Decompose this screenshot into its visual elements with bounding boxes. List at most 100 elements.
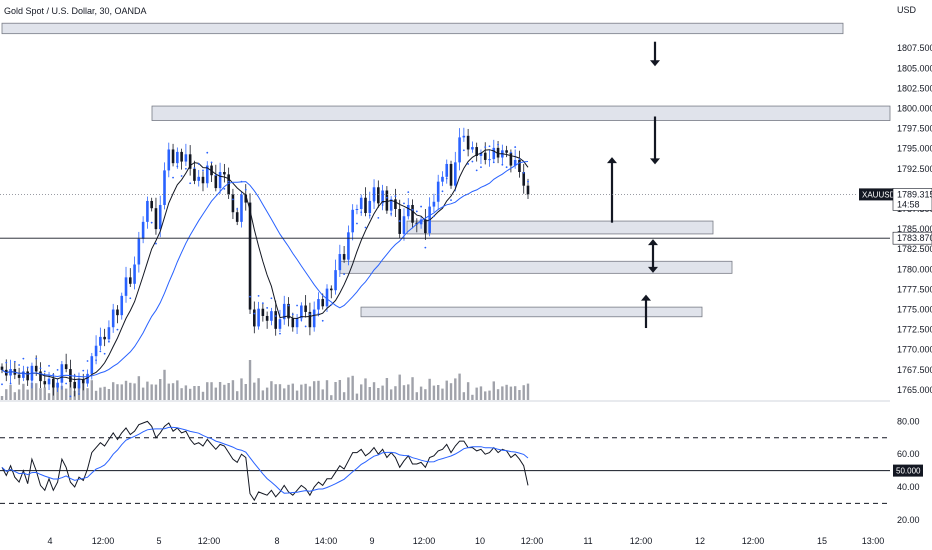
sar-dot xyxy=(484,146,487,148)
sar-dot xyxy=(428,220,431,222)
volume-bar xyxy=(116,384,119,400)
sar-dot xyxy=(373,200,375,203)
candle-body xyxy=(86,373,89,384)
sar-dot xyxy=(309,313,311,316)
sar-dot xyxy=(313,323,316,325)
candle-body xyxy=(291,318,295,328)
volume-bar xyxy=(159,379,162,400)
volume-bar xyxy=(236,391,239,400)
candle-body xyxy=(334,270,337,291)
time-tick-label: 11 xyxy=(583,536,592,546)
sar-dot xyxy=(227,180,230,183)
candle-body xyxy=(171,149,175,164)
volume-bar xyxy=(171,383,175,400)
volume-bar xyxy=(248,360,252,400)
volume-bar xyxy=(347,377,350,400)
volume-bar xyxy=(111,382,115,400)
volume-bar xyxy=(13,392,17,400)
time-tick-label: 12:00 xyxy=(413,536,436,546)
candle-body xyxy=(458,137,461,163)
time-tick-label: 4 xyxy=(47,536,52,546)
volume-bar xyxy=(30,382,34,400)
sar-dot xyxy=(394,195,397,198)
volume-bar xyxy=(69,380,72,400)
sar-dot xyxy=(5,361,8,364)
time-tick-label: 13:00 xyxy=(862,536,885,546)
sar-dot xyxy=(326,302,328,304)
arrow-head xyxy=(650,60,660,67)
volume-bar xyxy=(193,386,196,400)
countdown-label: 14:58 xyxy=(897,199,920,209)
candle-body xyxy=(261,308,265,316)
volume-bar xyxy=(0,396,4,400)
candle-body xyxy=(201,176,205,184)
candle-body xyxy=(240,194,243,222)
candle-body xyxy=(381,190,384,204)
volume-bar xyxy=(424,389,427,400)
candle-body xyxy=(492,147,496,160)
volume-bar xyxy=(466,382,470,400)
volume-bar xyxy=(441,388,444,400)
volume-bar xyxy=(389,389,393,400)
sar-dot xyxy=(219,185,221,188)
time-tick-label: 9 xyxy=(369,536,374,546)
volume-bar xyxy=(522,385,525,400)
sar-dot xyxy=(180,175,183,177)
candle-body xyxy=(163,170,166,205)
volume-bar xyxy=(283,388,286,400)
sar-dot xyxy=(108,340,110,343)
price-tick-label: 1802.500 xyxy=(897,83,932,93)
price-tick-label: 1777.500 xyxy=(897,284,932,294)
candle-body xyxy=(205,165,209,184)
sar-dot xyxy=(167,163,170,165)
sar-dot xyxy=(137,252,140,255)
sar-dot xyxy=(202,169,204,172)
sar-dot xyxy=(475,169,478,172)
sar-dot xyxy=(129,297,132,300)
volume-bar xyxy=(47,393,51,400)
volume-bar xyxy=(321,389,324,400)
volume-bar xyxy=(218,382,222,400)
sar-dot xyxy=(249,295,251,298)
candle-body xyxy=(355,209,359,210)
volume-bar xyxy=(394,386,397,400)
sar-dot xyxy=(236,208,239,210)
candlesticks[interactable] xyxy=(0,127,530,397)
candle-body xyxy=(73,381,76,389)
time-tick-label: 8 xyxy=(274,536,279,546)
time-tick-label: 10 xyxy=(475,536,485,546)
candle-body xyxy=(150,200,153,209)
sar-dot xyxy=(390,212,393,215)
candle-body xyxy=(282,303,286,320)
volume-bar xyxy=(176,380,179,400)
sar-dot xyxy=(279,332,281,335)
sar-dot xyxy=(270,297,273,300)
sar-dot xyxy=(480,166,482,169)
sar-dot xyxy=(330,303,333,306)
volume-bar xyxy=(214,387,218,400)
sar-dot xyxy=(471,160,474,163)
sar-dot xyxy=(13,360,16,363)
sar-dot xyxy=(522,171,525,174)
volume-bar xyxy=(398,374,401,400)
candle-body xyxy=(441,176,444,182)
price-tick-label: 1800.000 xyxy=(897,103,932,113)
candle-body xyxy=(385,190,389,211)
candle-body xyxy=(43,381,47,385)
sar-dot xyxy=(351,223,354,226)
sar-dot xyxy=(377,216,380,219)
sar-dot xyxy=(184,167,187,170)
volume-bar xyxy=(312,381,316,400)
sar-dot xyxy=(197,163,200,165)
candle-body xyxy=(300,305,303,319)
volume-bar xyxy=(432,385,436,400)
volume-bar xyxy=(180,388,183,400)
chart-title: Gold Spot / U.S. Dollar, 30, OANDA xyxy=(4,6,147,16)
volume-bar xyxy=(86,388,89,400)
time-tick-label: 14:00 xyxy=(315,536,338,546)
price-tick-label: 1782.500 xyxy=(897,244,932,254)
volume-bar xyxy=(368,387,371,400)
sar-dot xyxy=(172,176,174,179)
volume-bar xyxy=(291,383,294,400)
